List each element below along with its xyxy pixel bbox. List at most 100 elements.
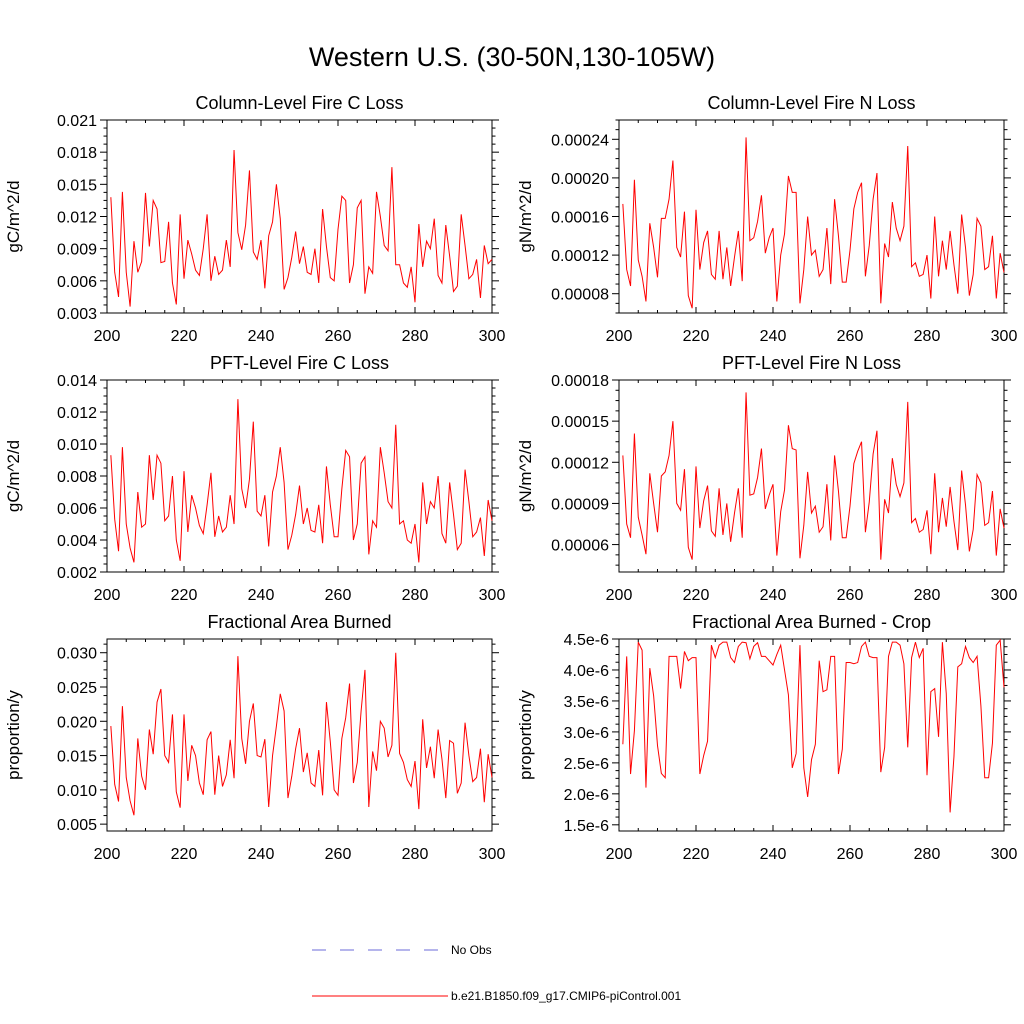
- panel-6-xtick-label: 240: [760, 846, 787, 863]
- panel-2-ytick-label: 0.00024: [551, 132, 609, 149]
- panel-3-series-line: [110, 399, 493, 563]
- panel-4-ytick-label: 0.00006: [551, 538, 609, 555]
- panel-3-xtick-label: 280: [402, 587, 429, 604]
- panel-2-series-line: [622, 137, 1005, 309]
- panel-5-xtick-label: 220: [171, 846, 198, 863]
- panel-5-series-line: [110, 652, 493, 816]
- panel-6-frame: [618, 638, 1005, 832]
- panel-1-xtick-label: 260: [325, 328, 352, 345]
- panel-3-frame: [106, 379, 493, 573]
- panel-1-xtick-label: 300: [479, 328, 506, 345]
- panel-5-xtick-label: 280: [402, 846, 429, 863]
- panel-1-ytick-label: 0.021: [57, 113, 97, 130]
- panel-6-ytick-label: 3.5e-6: [564, 694, 609, 711]
- panel-2-ytick-label: 0.00012: [551, 248, 609, 265]
- panel-3-ytick-label: 0.012: [57, 405, 97, 422]
- panel-5-xtick-label: 240: [248, 846, 275, 863]
- panel-4-xtick-label: 300: [991, 587, 1018, 604]
- panel-4-xtick-label: 200: [606, 587, 633, 604]
- panel-4-xtick-label: 280: [914, 587, 941, 604]
- panel-4-frame: [618, 379, 1005, 573]
- panel-4-ytick-label: 0.00018: [551, 373, 609, 390]
- panel-1-xtick-label: 240: [248, 328, 275, 345]
- panel-4-xtick-label: 240: [760, 587, 787, 604]
- panel-1-frame: [106, 119, 493, 314]
- panel-2-xtick-label: 300: [991, 328, 1018, 345]
- panel-4-xtick-label: 260: [837, 587, 864, 604]
- panel-3-ytick-label: 0.006: [57, 501, 97, 518]
- panel-3-xtick-label: 300: [479, 587, 506, 604]
- panel-3-ytick-label: 0.004: [57, 533, 97, 550]
- panel-4-ytick-label: 0.00009: [551, 496, 609, 513]
- panel-5-ytick-label: 0.015: [57, 749, 97, 766]
- panel-5-ylabel: proportion/y: [4, 690, 23, 780]
- panel-2-ytick-label: 0.00020: [551, 171, 609, 188]
- panel-5-title: Fractional Area Burned: [207, 612, 391, 632]
- panel-1-xtick-label: 220: [171, 328, 198, 345]
- panel-5-ytick-label: 0.010: [57, 783, 97, 800]
- panel-5-ytick-label: 0.025: [57, 680, 97, 697]
- panel-6-xtick-label: 220: [683, 846, 710, 863]
- panel-5-frame: [106, 638, 493, 832]
- panel-1-xtick-label: 280: [402, 328, 429, 345]
- panel-6-xtick-label: 200: [606, 846, 633, 863]
- panel-5-xtick-label: 300: [479, 846, 506, 863]
- panel-6-ytick-label: 3.0e-6: [564, 725, 609, 742]
- panel-6-ytick-label: 2.0e-6: [564, 787, 609, 804]
- panel-2-ylabel: gN/m^2/d: [516, 180, 535, 252]
- panel-1-title: Column-Level Fire C Loss: [195, 93, 403, 113]
- panel-3-ylabel: gC/m^2/d: [4, 440, 23, 512]
- panel-6-xtick-label: 300: [991, 846, 1018, 863]
- panel-4-series-line: [622, 392, 1005, 560]
- panel-2-ytick-label: 0.00008: [551, 287, 609, 304]
- panel-2-ytick-label: 0.00016: [551, 210, 609, 227]
- panel-6-ytick-label: 4.0e-6: [564, 663, 609, 680]
- panel-3-xtick-label: 260: [325, 587, 352, 604]
- panel-6-title: Fractional Area Burned - Crop: [692, 612, 931, 632]
- panel-4-ylabel: gN/m^2/d: [516, 440, 535, 512]
- figure-title: Western U.S. (30-50N,130-105W): [308, 42, 716, 72]
- panel-3-xtick-label: 220: [171, 587, 198, 604]
- panel-2-xtick-label: 220: [683, 328, 710, 345]
- panel-3-ytick-label: 0.014: [57, 373, 97, 390]
- panel-6-xtick-label: 280: [914, 846, 941, 863]
- panel-6-ytick-label: 2.5e-6: [564, 756, 609, 773]
- panel-6-ytick-label: 1.5e-6: [564, 818, 609, 835]
- panel-1-ytick-label: 0.006: [57, 274, 97, 291]
- panel-5-xtick-label: 260: [325, 846, 352, 863]
- panel-1-ytick-label: 0.003: [57, 306, 97, 323]
- panel-2-xtick-label: 260: [837, 328, 864, 345]
- panel-4-ytick-label: 0.00015: [551, 414, 609, 431]
- panel-1-ytick-label: 0.012: [57, 210, 97, 227]
- panel-2-xtick-label: 200: [606, 328, 633, 345]
- panel-5-xtick-label: 200: [94, 846, 121, 863]
- panel-3-xtick-label: 200: [94, 587, 121, 604]
- panel-6-ytick-label: 4.5e-6: [564, 632, 609, 649]
- panel-2-title: Column-Level Fire N Loss: [707, 93, 915, 113]
- panel-2-frame: [618, 119, 1005, 314]
- panel-3-title: PFT-Level Fire C Loss: [210, 353, 389, 373]
- panel-6-series-line: [622, 638, 1005, 813]
- panel-6-xtick-label: 260: [837, 846, 864, 863]
- panel-3-ytick-label: 0.008: [57, 469, 97, 486]
- panel-5-ytick-label: 0.005: [57, 817, 97, 834]
- panel-1-ytick-label: 0.015: [57, 177, 97, 194]
- panel-2-xtick-label: 240: [760, 328, 787, 345]
- panel-1-series-line: [110, 149, 493, 307]
- panel-5-ytick-label: 0.020: [57, 714, 97, 731]
- panel-1-xtick-label: 200: [94, 328, 121, 345]
- panel-3-ytick-label: 0.002: [57, 565, 97, 582]
- panel-1-ylabel: gC/m^2/d: [4, 180, 23, 252]
- panel-5-ytick-label: 0.030: [57, 646, 97, 663]
- panel-3-xtick-label: 240: [248, 587, 275, 604]
- panel-4-ytick-label: 0.00012: [551, 455, 609, 472]
- panel-3-ytick-label: 0.010: [57, 437, 97, 454]
- panel-4-xtick-label: 220: [683, 587, 710, 604]
- panel-4-title: PFT-Level Fire N Loss: [722, 353, 901, 373]
- panel-1-ytick-label: 0.009: [57, 242, 97, 259]
- panel-1-ytick-label: 0.018: [57, 145, 97, 162]
- panel-2-xtick-label: 280: [914, 328, 941, 345]
- panel-6-ylabel: proportion/y: [516, 690, 535, 780]
